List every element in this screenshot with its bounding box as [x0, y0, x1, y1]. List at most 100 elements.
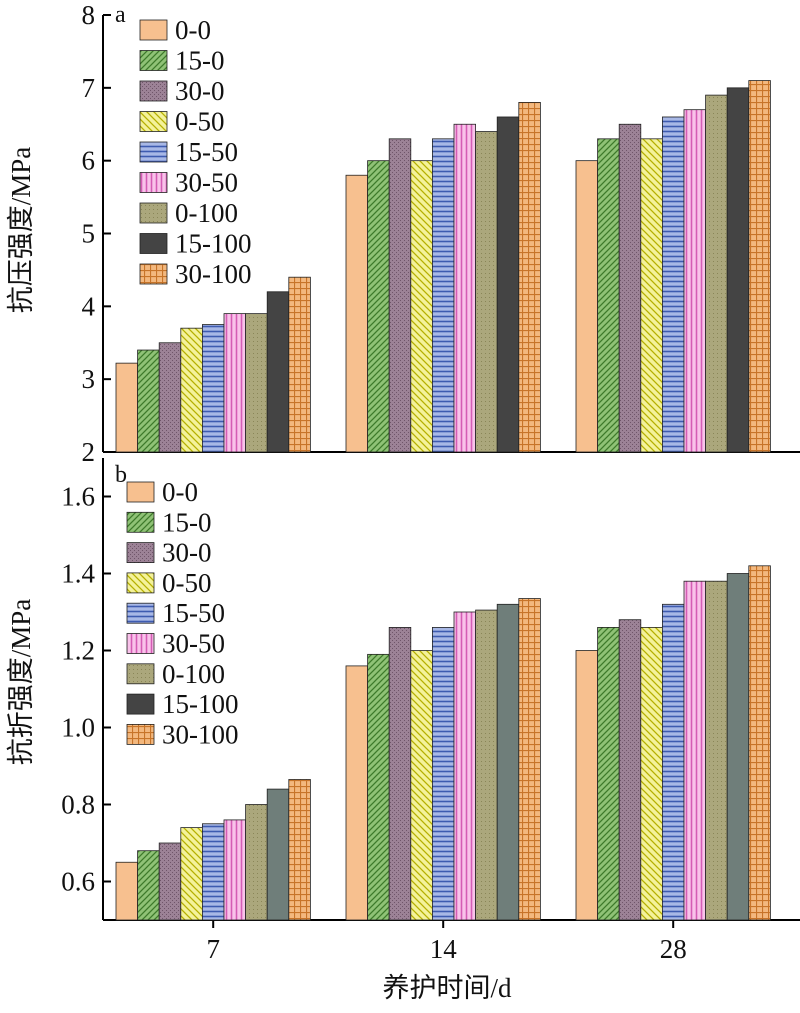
bar-30-50-14 [453, 611, 477, 921]
bar-15-100-14 [496, 116, 520, 453]
legend-label-15-0: 15-0 [175, 46, 225, 76]
legend-swatch-30-50 [139, 172, 168, 193]
bar-30-50-7 [223, 313, 247, 453]
y-tick-label: 8 [82, 0, 96, 30]
bar-30-100-28 [748, 565, 771, 921]
panel-a-bars [115, 80, 771, 453]
y-tick-label: 2 [82, 437, 96, 467]
y-tick-label: 6 [82, 146, 96, 176]
bar-15-0-28 [597, 138, 620, 453]
bar-15-100-7 [266, 788, 290, 921]
bar-0-50-14 [410, 160, 433, 453]
bar-30-50-7 [223, 819, 247, 921]
legend-label-15-100: 15-100 [162, 689, 239, 719]
bar-0-0-7 [115, 861, 139, 921]
legend-label-0-0: 0-0 [162, 477, 198, 507]
bar-0-0-28 [575, 650, 599, 921]
legend-swatch-15-0 [139, 50, 168, 71]
legend-swatch-15-100 [126, 693, 155, 715]
legend-swatch-15-0 [126, 511, 155, 533]
y-tick-label: 1.2 [61, 636, 95, 666]
legend-swatch-15-50 [126, 602, 155, 624]
legend-swatch-30-100 [126, 724, 155, 745]
bar-0-0-7 [115, 362, 139, 453]
legend-swatch-15-50 [139, 141, 168, 163]
legend-label-15-50: 15-50 [175, 137, 238, 167]
bar-15-50-7 [201, 324, 225, 453]
legend-swatch-0-50 [126, 572, 155, 594]
panel-b-x-ticks: 7 14 28 [206, 920, 687, 964]
bar-0-50-7 [180, 327, 203, 453]
x-tick-label: 14 [430, 934, 458, 964]
panel-b-y-axis-title: 抗折强度/MPa [6, 599, 36, 766]
bar-0-0-28 [575, 160, 599, 453]
bar-0-100-7 [245, 804, 268, 921]
bar-0-100-14 [475, 131, 498, 453]
legend-swatch-30-0 [139, 80, 168, 102]
legend-swatch-0-0 [139, 19, 168, 41]
bar-15-100-28 [726, 87, 750, 453]
legend-label-0-100: 0-100 [162, 659, 225, 689]
bar-30-100-7 [288, 276, 311, 453]
bar-15-50-28 [662, 603, 685, 921]
bar-30-0-14 [388, 138, 412, 453]
bar-15-0-28 [597, 627, 620, 921]
legend-swatch-15-100 [139, 233, 168, 254]
legend-swatch-0-100 [139, 202, 168, 224]
bar-30-100-14 [518, 598, 541, 921]
compressive-strength-panel: 2 3 4 5 6 7 8 0-015-030-00-5015-5030-500-10015… [6, 0, 800, 467]
legend-label-15-0: 15-0 [162, 507, 212, 537]
panel-b-tag: b [115, 462, 127, 488]
bar-15-100-28 [726, 573, 750, 921]
panel-a-tag: a [115, 2, 126, 28]
bar-30-0-7 [158, 842, 182, 921]
bar-0-100-14 [475, 609, 498, 921]
x-axis-title: 养护时间/d [382, 973, 512, 1003]
bar-0-100-28 [705, 580, 728, 921]
legend-swatch-0-100 [126, 663, 155, 685]
legend-label-0-100: 0-100 [175, 198, 238, 228]
bar-0-50-7 [180, 827, 203, 921]
bar-30-50-28 [683, 580, 707, 921]
panel-a-y-ticks: 2 3 4 5 6 7 8 [82, 0, 111, 467]
legend-label-15-50: 15-50 [162, 598, 225, 628]
bar-0-50-28 [640, 138, 663, 453]
panel-b-y-ticks: 0.6 0.8 1.0 1.2 1.4 1.6 [61, 482, 111, 897]
bar-0-0-14 [345, 665, 369, 921]
bar-0-100-7 [245, 313, 268, 453]
bar-15-50-14 [431, 627, 455, 921]
bar-0-0-14 [345, 174, 369, 453]
legend-label-0-0: 0-0 [175, 15, 211, 45]
bar-15-0-14 [367, 653, 390, 921]
panel-a-y-axis-title: 抗压强度/MPa [6, 147, 36, 314]
y-tick-label: 3 [82, 364, 96, 394]
legend-label-0-50: 0-50 [162, 568, 212, 598]
legend-swatch-0-0 [126, 481, 155, 503]
y-tick-label: 5 [82, 219, 96, 249]
x-tick-label: 28 [660, 934, 687, 964]
legend-label-30-50: 30-50 [162, 629, 225, 659]
bar-30-100-28 [748, 80, 771, 453]
y-tick-label: 1.6 [61, 482, 95, 512]
y-tick-label: 1.0 [61, 713, 95, 743]
legend-swatch-30-100 [139, 263, 168, 285]
legend-swatch-0-50 [139, 111, 168, 132]
bar-30-0-14 [388, 627, 412, 921]
panel-b-legend: 0-015-030-00-5015-5030-500-10015-10030-1… [126, 477, 239, 749]
y-tick-label: 4 [82, 291, 96, 321]
panel-b-bars [115, 565, 771, 921]
bar-15-0-14 [367, 160, 390, 453]
legend-label-15-100: 15-100 [175, 229, 252, 259]
bar-0-50-14 [410, 650, 433, 921]
y-tick-label: 0.8 [61, 790, 95, 820]
bar-30-0-7 [158, 342, 182, 453]
bar-30-100-7 [288, 779, 311, 921]
x-tick-label: 7 [206, 934, 220, 964]
bar-0-50-28 [640, 627, 663, 921]
bar-15-50-28 [662, 116, 685, 453]
bar-15-0-7 [137, 850, 160, 921]
bar-30-100-14 [518, 102, 541, 453]
legend-label-0-50: 0-50 [175, 107, 225, 137]
bar-15-50-14 [431, 138, 455, 453]
